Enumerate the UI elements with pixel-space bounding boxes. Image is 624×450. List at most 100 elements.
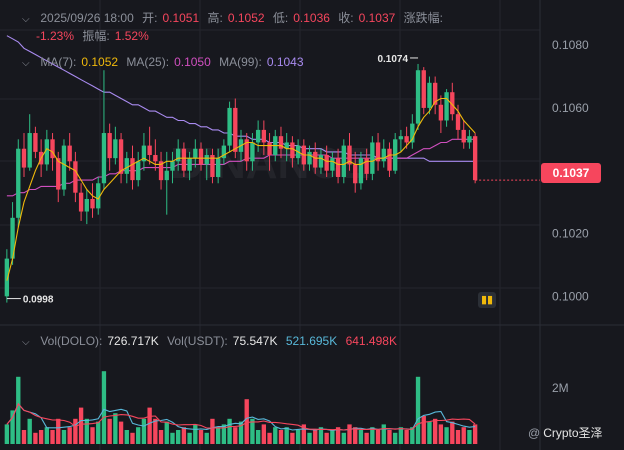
candle-body (147, 145, 152, 156)
vol-usdt-label: Vol(USDT): (167, 334, 228, 348)
volume-bar (78, 407, 84, 444)
high-value: 0.1052 (227, 11, 265, 25)
volume-bar (450, 421, 455, 444)
volume-bar (67, 427, 72, 444)
candle-body (410, 123, 415, 143)
candle-body (415, 70, 421, 124)
candle-body (136, 161, 141, 181)
volume-bar (61, 430, 67, 444)
volume-bar (335, 427, 341, 444)
volume-bar (238, 421, 244, 444)
candle-body (255, 129, 261, 143)
volume-bars (4, 371, 478, 444)
chevron-down-icon[interactable]: ⌵ (22, 58, 30, 69)
volume-bar (415, 376, 421, 444)
volume-bar (21, 430, 27, 444)
close-value: 0.1037 (358, 11, 396, 25)
candle-body (215, 158, 221, 177)
vol-ma-b: 641.498K (345, 334, 397, 348)
volume-bar (455, 430, 461, 444)
candle-body (4, 258, 10, 297)
candle-body (398, 136, 404, 140)
amplitude-value: 1.52% (114, 29, 149, 43)
volume-bar (255, 430, 261, 444)
candle-body (176, 148, 181, 162)
chevron-down-icon[interactable]: ⌵ (22, 337, 30, 348)
candle-body (364, 158, 369, 174)
volume-bar (221, 424, 227, 444)
volume-bar (370, 427, 375, 444)
candle-body (324, 155, 329, 171)
candle-body (113, 139, 118, 159)
volume-bar (404, 430, 409, 444)
candle-body (330, 158, 335, 171)
low-marker-label: 0.0998 (23, 295, 54, 306)
candle-body (73, 161, 78, 193)
volume-bar (438, 424, 444, 444)
open-value: 0.1051 (162, 11, 200, 25)
volume-bar (210, 418, 215, 444)
candle-body (307, 151, 312, 165)
ohlc-row: ⌵ 2025/09/26 18:00 开: 0.1051 高: 0.1052 低: 0… (22, 9, 448, 26)
candle-body (261, 129, 267, 143)
candle-body (375, 142, 381, 162)
volume-bar (158, 430, 164, 444)
volume-bar (147, 407, 152, 444)
candle-body (187, 158, 192, 171)
volume-bar (10, 410, 15, 444)
candle-body (164, 170, 169, 181)
ma25-value: 0.1050 (174, 55, 211, 69)
candle-body (278, 136, 284, 149)
candle-body (96, 183, 101, 209)
candle-body (107, 133, 112, 159)
ma7-line (6, 97, 476, 281)
volume-bar (44, 427, 50, 444)
candlesticks (4, 63, 478, 303)
ma25-label: MA(25): (126, 55, 170, 69)
candle-body (267, 142, 272, 156)
candle-body (141, 145, 147, 162)
ohlc-row-2: -1.23% 振幅: 1.52% (36, 27, 154, 44)
candle-body (170, 161, 175, 171)
vol-usdt-value: 75.547K (232, 334, 278, 348)
volume-bar (278, 430, 284, 444)
volume-bar (353, 427, 358, 444)
ma99-value: 0.1043 (266, 55, 304, 69)
candle-body (90, 198, 95, 209)
chart-settings-icon[interactable]: ▮▮ (478, 292, 496, 308)
volume-bar (461, 427, 466, 444)
volume-bar (204, 432, 209, 444)
candle-body (84, 198, 89, 212)
ma7-value: 0.1052 (81, 55, 119, 69)
extreme-markers: 0.1074 0.0998 (6, 54, 540, 306)
candle-body (204, 155, 209, 165)
volume-bar (56, 418, 61, 444)
candle-body (27, 133, 32, 168)
candle-body (290, 142, 295, 159)
volume-bar (153, 418, 158, 444)
volume-bar (393, 432, 398, 444)
candle-body (250, 142, 255, 162)
vol-ma-a: 521.695K (285, 334, 338, 348)
candle-body (450, 92, 455, 115)
volume-bar (244, 399, 249, 444)
candle-body (335, 158, 341, 177)
candle-body (210, 155, 215, 177)
open-label: 开: (142, 11, 158, 25)
volume-bar (421, 416, 426, 444)
volume-bar (467, 430, 472, 444)
candle-body (78, 192, 84, 212)
volume-bar (267, 432, 272, 444)
volume-bar (113, 413, 118, 444)
volume-bar (170, 432, 175, 444)
volume-bar (307, 432, 312, 444)
chevron-down-icon[interactable]: ⌵ (22, 14, 30, 25)
candle-body (455, 114, 461, 130)
watermark-text: Crypto圣泽 (543, 426, 603, 440)
volume-bar (387, 430, 392, 444)
candle-body (381, 148, 386, 162)
candle-date: 2025/09/26 18:00 (40, 11, 134, 25)
candle-body (67, 145, 72, 162)
volume-bar (432, 418, 438, 444)
